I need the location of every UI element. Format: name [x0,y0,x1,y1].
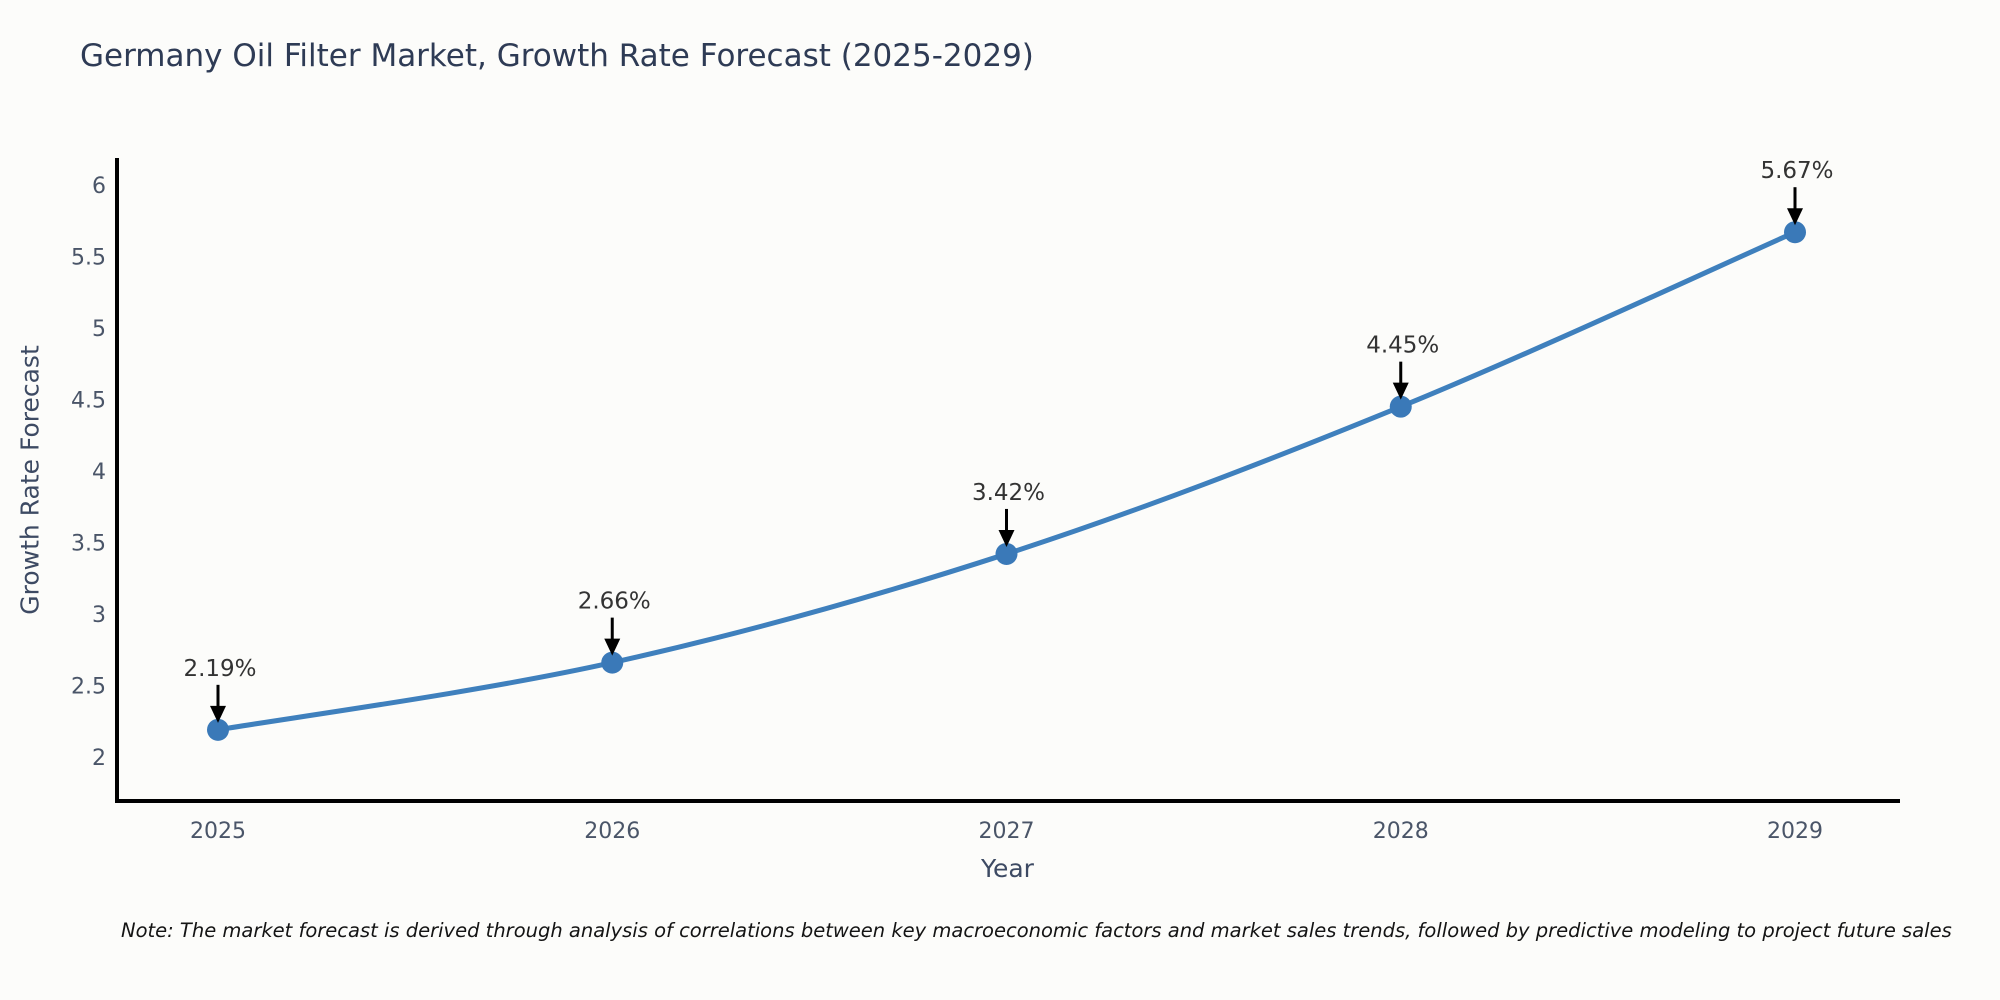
x-tick-label: 2027 [979,819,1035,844]
data-point-marker [995,542,1018,565]
y-tick-label: 3 [92,603,106,628]
y-tick-label: 4 [92,460,106,485]
y-tick-label: 4.5 [71,389,106,414]
annotation-arrowhead [998,529,1015,547]
y-tick-label: 5 [92,317,106,342]
annotation-arrowhead [1392,382,1409,400]
data-point-label: 3.42% [972,480,1045,506]
y-tick-label: 2 [92,746,106,771]
y-tick-label: 6 [92,174,106,199]
data-point-marker [207,718,229,741]
data-point-label: 2.66% [578,589,651,615]
annotation-arrowhead [1787,208,1803,226]
annotation-arrowhead [604,638,621,656]
footnote: Note: The market forecast is derived thr… [121,919,1952,942]
data-point-label: 4.45% [1366,333,1439,359]
chart-title: Germany Oil Filter Market, Growth Rate F… [80,38,1034,74]
data-point-marker [1389,395,1412,418]
x-tick-label: 2029 [1767,819,1823,844]
annotation-arrowhead [210,705,226,723]
y-tick-label: 3.5 [71,532,106,557]
y-tick-label: 2.5 [71,675,106,700]
y-tick-label: 5.5 [71,246,106,271]
x-tick-label: 2028 [1373,819,1429,844]
x-tick-label: 2026 [584,819,640,844]
data-point-marker [601,651,624,674]
x-tick-label: 2025 [190,819,246,844]
data-point-label: 5.67% [1760,158,1833,184]
y-axis-title: Growth Rate Forecast [15,345,45,615]
data-point-label: 2.19% [183,656,256,682]
data-point-marker [1784,221,1806,244]
x-axis-title: Year [981,854,1034,883]
